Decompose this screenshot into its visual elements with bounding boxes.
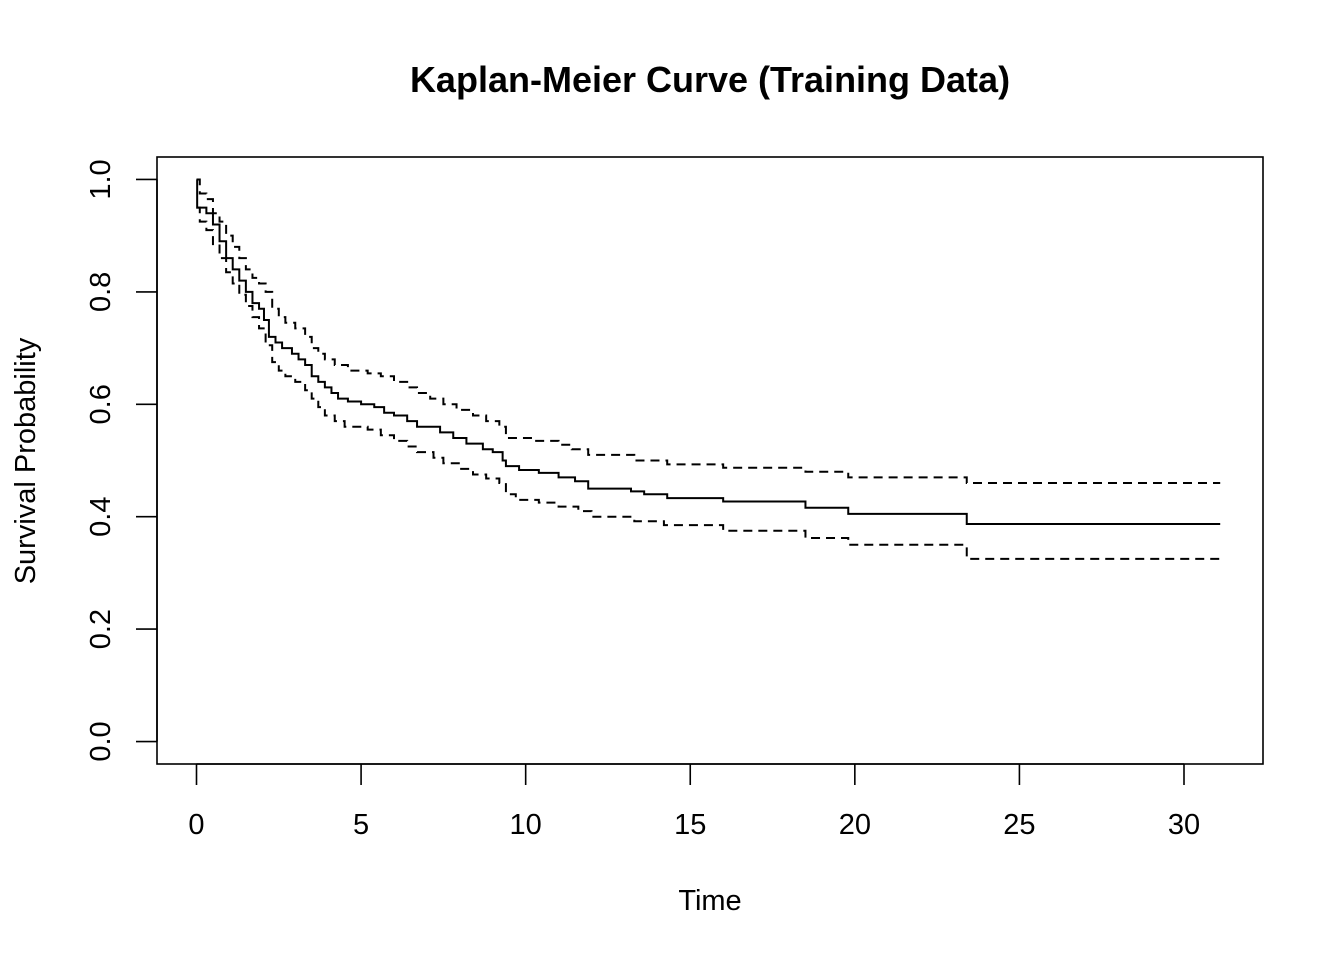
plot-box [156, 156, 1264, 765]
y-tick-label: 0.2 [85, 609, 117, 649]
y-tick-label: 0.4 [85, 497, 117, 537]
y-tick-label: 0.0 [85, 721, 117, 761]
x-tick-label: 15 [674, 809, 706, 841]
y-tick-label: 0.6 [85, 384, 117, 424]
chart-title: Kaplan-Meier Curve (Training Data) [410, 59, 1010, 100]
y-axis: 0.0 0.2 0.4 0.6 0.8 1.0 [85, 159, 158, 762]
x-tick-label: 20 [839, 809, 871, 841]
y-tick-label: 0.8 [85, 272, 117, 312]
x-axis-label: Time [678, 885, 741, 917]
confidence-band-upper [196, 178, 1221, 484]
confidence-band-lower [196, 206, 1221, 560]
x-tick-label: 30 [1168, 809, 1200, 841]
x-tick-label: 0 [188, 809, 204, 841]
x-tick-label: 25 [1003, 809, 1035, 841]
y-tick-label: 1.0 [85, 159, 117, 199]
series-group [196, 178, 1221, 560]
y-axis-label: Survival Probability [10, 337, 42, 584]
survival-curve [196, 178, 1221, 526]
x-axis: 0 5 10 15 20 25 30 [188, 763, 1200, 841]
x-tick-label: 5 [353, 809, 369, 841]
x-tick-label: 10 [510, 809, 542, 841]
